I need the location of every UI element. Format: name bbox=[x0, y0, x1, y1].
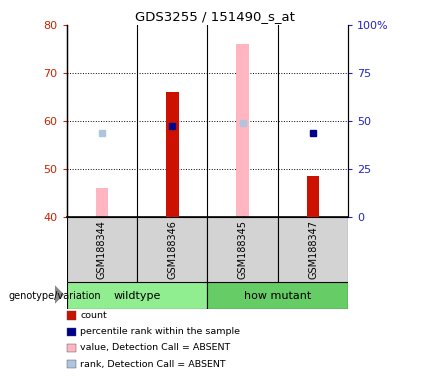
Text: GSM188347: GSM188347 bbox=[308, 220, 318, 279]
Text: GSM188345: GSM188345 bbox=[238, 220, 248, 279]
Text: value, Detection Call = ABSENT: value, Detection Call = ABSENT bbox=[80, 343, 230, 353]
Text: wildtype: wildtype bbox=[114, 291, 161, 301]
Polygon shape bbox=[55, 285, 64, 304]
Bar bbox=[237, 44, 249, 217]
Bar bbox=[307, 176, 319, 217]
Bar bbox=[67, 282, 207, 309]
Text: count: count bbox=[80, 311, 107, 320]
Bar bbox=[137, 217, 207, 282]
Text: percentile rank within the sample: percentile rank within the sample bbox=[80, 327, 240, 336]
Bar bbox=[166, 92, 178, 217]
Bar bbox=[207, 217, 278, 282]
Text: how mutant: how mutant bbox=[244, 291, 311, 301]
Text: GSM188344: GSM188344 bbox=[97, 220, 107, 279]
Text: genotype/variation: genotype/variation bbox=[9, 291, 101, 301]
Text: GSM188346: GSM188346 bbox=[167, 220, 177, 279]
Bar bbox=[278, 217, 348, 282]
Bar bbox=[95, 188, 108, 217]
Text: rank, Detection Call = ABSENT: rank, Detection Call = ABSENT bbox=[80, 359, 226, 369]
Bar bbox=[207, 282, 348, 309]
Bar bbox=[67, 217, 137, 282]
Text: GDS3255 / 151490_s_at: GDS3255 / 151490_s_at bbox=[135, 10, 295, 23]
